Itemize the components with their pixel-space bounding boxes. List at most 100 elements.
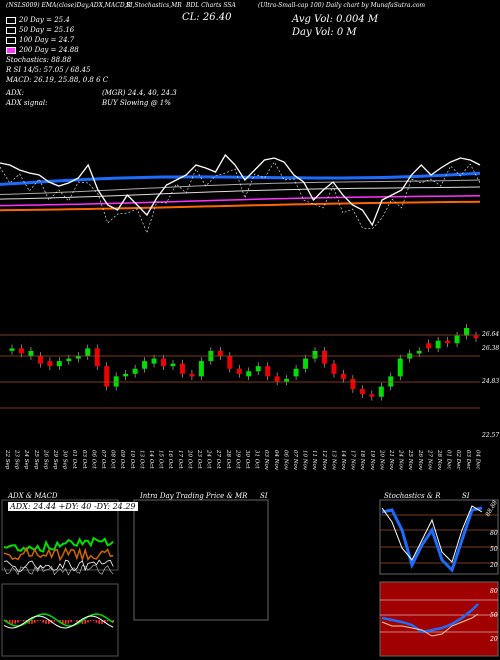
candle-body [246, 371, 252, 377]
macd-hist-bar [28, 620, 30, 624]
candle-body [66, 358, 72, 362]
macd-hist-bar [87, 620, 89, 623]
ema100-legend: 100 Day = 24.7 [6, 36, 74, 44]
ema100-swatch [6, 36, 16, 44]
macd-hist-bar [22, 620, 25, 622]
ema-pink-line [0, 195, 481, 207]
ema50-swatch [6, 26, 16, 34]
candle-body [170, 363, 176, 367]
rsi-line [381, 603, 479, 634]
price-label-3: 24.83 [482, 378, 500, 385]
stoch-panel-frame [379, 499, 499, 575]
candle-body [227, 356, 233, 369]
intra-panel-frame [133, 499, 269, 621]
date-label: 25 Sep [33, 449, 39, 470]
date-label: 11 Nov [311, 450, 317, 471]
ema20-legend: 20 Day = 25.4 [6, 16, 70, 24]
adx-minus-line [3, 546, 114, 563]
macd-hist-bar [76, 620, 78, 622]
candle-body [378, 386, 384, 397]
macd-hist-bar [42, 620, 44, 623]
adx-value: (MGR) 24.4, 40, 24.3 [102, 89, 177, 97]
candle-body [416, 350, 422, 354]
stoch-level-80: 80 [490, 530, 498, 537]
candle-body [56, 361, 62, 367]
candle-body [369, 394, 375, 397]
macd-hist-bar [84, 620, 86, 624]
candle-body [274, 376, 280, 382]
date-label: 16 Oct [167, 450, 173, 469]
candle-body [454, 335, 460, 344]
date-label: 23 Oct [196, 449, 202, 469]
candle-body [426, 343, 432, 349]
candle-body [198, 361, 204, 377]
adx-label: ADX: [6, 89, 25, 97]
candle-body [321, 350, 327, 364]
candle-body [18, 348, 24, 354]
date-label: 20 Nov [378, 449, 384, 471]
macd-hist-bar [90, 620, 92, 621]
date-label: 13 Oct [138, 450, 144, 469]
candle-body [28, 350, 34, 356]
date-label: 28 Oct [225, 449, 231, 469]
ema100-line [0, 186, 481, 200]
date-label: 01 Dec [446, 450, 452, 470]
stoch-panel-si: SI [462, 492, 470, 500]
date-label: 03 Oct [81, 450, 87, 469]
candle-body [47, 361, 53, 367]
candle-body [236, 368, 242, 374]
macd-hist-bar [59, 620, 61, 623]
date-label: 04 Dec [474, 450, 480, 470]
date-label: 29 Sep [52, 449, 58, 470]
macd-hist-bar [45, 620, 47, 624]
rsi-panel-frame [379, 581, 499, 657]
date-label: 17 Nov [350, 450, 356, 471]
ema50-legend: 50 Day = 25.16 [6, 26, 74, 34]
date-label: 30 Sep [62, 450, 68, 470]
stoch-level-50: 50 [490, 546, 498, 553]
date-label: 21 Nov [388, 449, 394, 471]
candle-body [217, 350, 223, 356]
candle-body [359, 389, 365, 395]
macd-hist-bar [67, 620, 70, 624]
date-label: 04 Nov [273, 450, 279, 471]
macd-hist-bar [20, 620, 22, 621]
macd-hist-bar [81, 620, 84, 624]
candle-body [37, 356, 43, 364]
avg-volume: Avg Vol: 0.004 M [292, 14, 379, 25]
date-label: 02 Dec [455, 450, 461, 470]
candle-body [142, 361, 148, 369]
adx-signal-value: BUY Slowing @ 1% [102, 99, 171, 107]
stoch-panel-title: Stochastics & R [384, 492, 441, 500]
macd-hist-bar [8, 620, 11, 624]
date-axis: 22 Sep 23 Sep 24 Sep 25 Sep 26 Sep 29 Sep 30 S… [4, 449, 480, 471]
candle-body [161, 358, 167, 367]
rsi-value: R SI 14/5: 57.05 / 68.45 [6, 66, 91, 74]
candle-body [350, 378, 356, 390]
date-label: 27 Nov [426, 449, 432, 471]
macd-hist-bar [48, 620, 50, 624]
macd-hist-bar [53, 620, 56, 622]
date-label: 20 Oct [186, 449, 192, 469]
date-label: 03 Dec [465, 450, 471, 470]
macd-hist-bar [95, 620, 98, 623]
rsi-lines [380, 599, 498, 637]
rsi-level-80: 80 [490, 588, 498, 595]
date-label: 17 Oct [177, 450, 183, 469]
macd-hist-bar [70, 620, 72, 623]
date-label: 09 Oct [119, 450, 125, 469]
candle-body [435, 340, 441, 349]
candle-body [113, 376, 119, 387]
date-label: 01 Oct [71, 450, 77, 469]
macd-line [3, 613, 114, 627]
ema20-label: 20 Day = 25.4 [19, 16, 70, 24]
ema50-label: 50 Day = 25.16 [19, 26, 75, 34]
date-label: 19 Nov [369, 450, 375, 471]
date-label: 25 Nov [407, 449, 413, 471]
adx-panel-title: ADX & MACD [8, 492, 58, 500]
price-grid [0, 334, 480, 409]
date-label: 10 Nov [302, 450, 308, 471]
adx-plus-line [3, 536, 114, 553]
candle-body [179, 363, 185, 374]
